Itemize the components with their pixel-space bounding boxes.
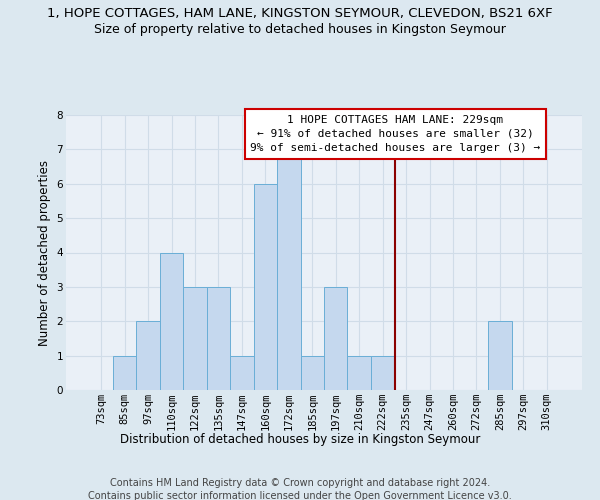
Bar bbox=[324, 287, 347, 390]
Text: 1 HOPE COTTAGES HAM LANE: 229sqm
← 91% of detached houses are smaller (32)
9% of: 1 HOPE COTTAGES HAM LANE: 229sqm ← 91% o… bbox=[250, 115, 541, 153]
Bar bbox=[254, 184, 277, 390]
Bar bbox=[113, 356, 136, 390]
Bar bbox=[301, 356, 324, 390]
Text: 1, HOPE COTTAGES, HAM LANE, KINGSTON SEYMOUR, CLEVEDON, BS21 6XF: 1, HOPE COTTAGES, HAM LANE, KINGSTON SEY… bbox=[47, 8, 553, 20]
Bar bbox=[136, 322, 160, 390]
Bar bbox=[230, 356, 254, 390]
Text: Contains HM Land Registry data © Crown copyright and database right 2024.: Contains HM Land Registry data © Crown c… bbox=[110, 478, 490, 488]
Bar bbox=[277, 150, 301, 390]
Text: Size of property relative to detached houses in Kingston Seymour: Size of property relative to detached ho… bbox=[94, 22, 506, 36]
Bar bbox=[207, 287, 230, 390]
Text: Contains public sector information licensed under the Open Government Licence v3: Contains public sector information licen… bbox=[88, 491, 512, 500]
Y-axis label: Number of detached properties: Number of detached properties bbox=[38, 160, 51, 346]
Text: Distribution of detached houses by size in Kingston Seymour: Distribution of detached houses by size … bbox=[120, 432, 480, 446]
Bar bbox=[371, 356, 394, 390]
Bar bbox=[160, 252, 183, 390]
Bar bbox=[347, 356, 371, 390]
Bar bbox=[488, 322, 512, 390]
Bar bbox=[183, 287, 207, 390]
